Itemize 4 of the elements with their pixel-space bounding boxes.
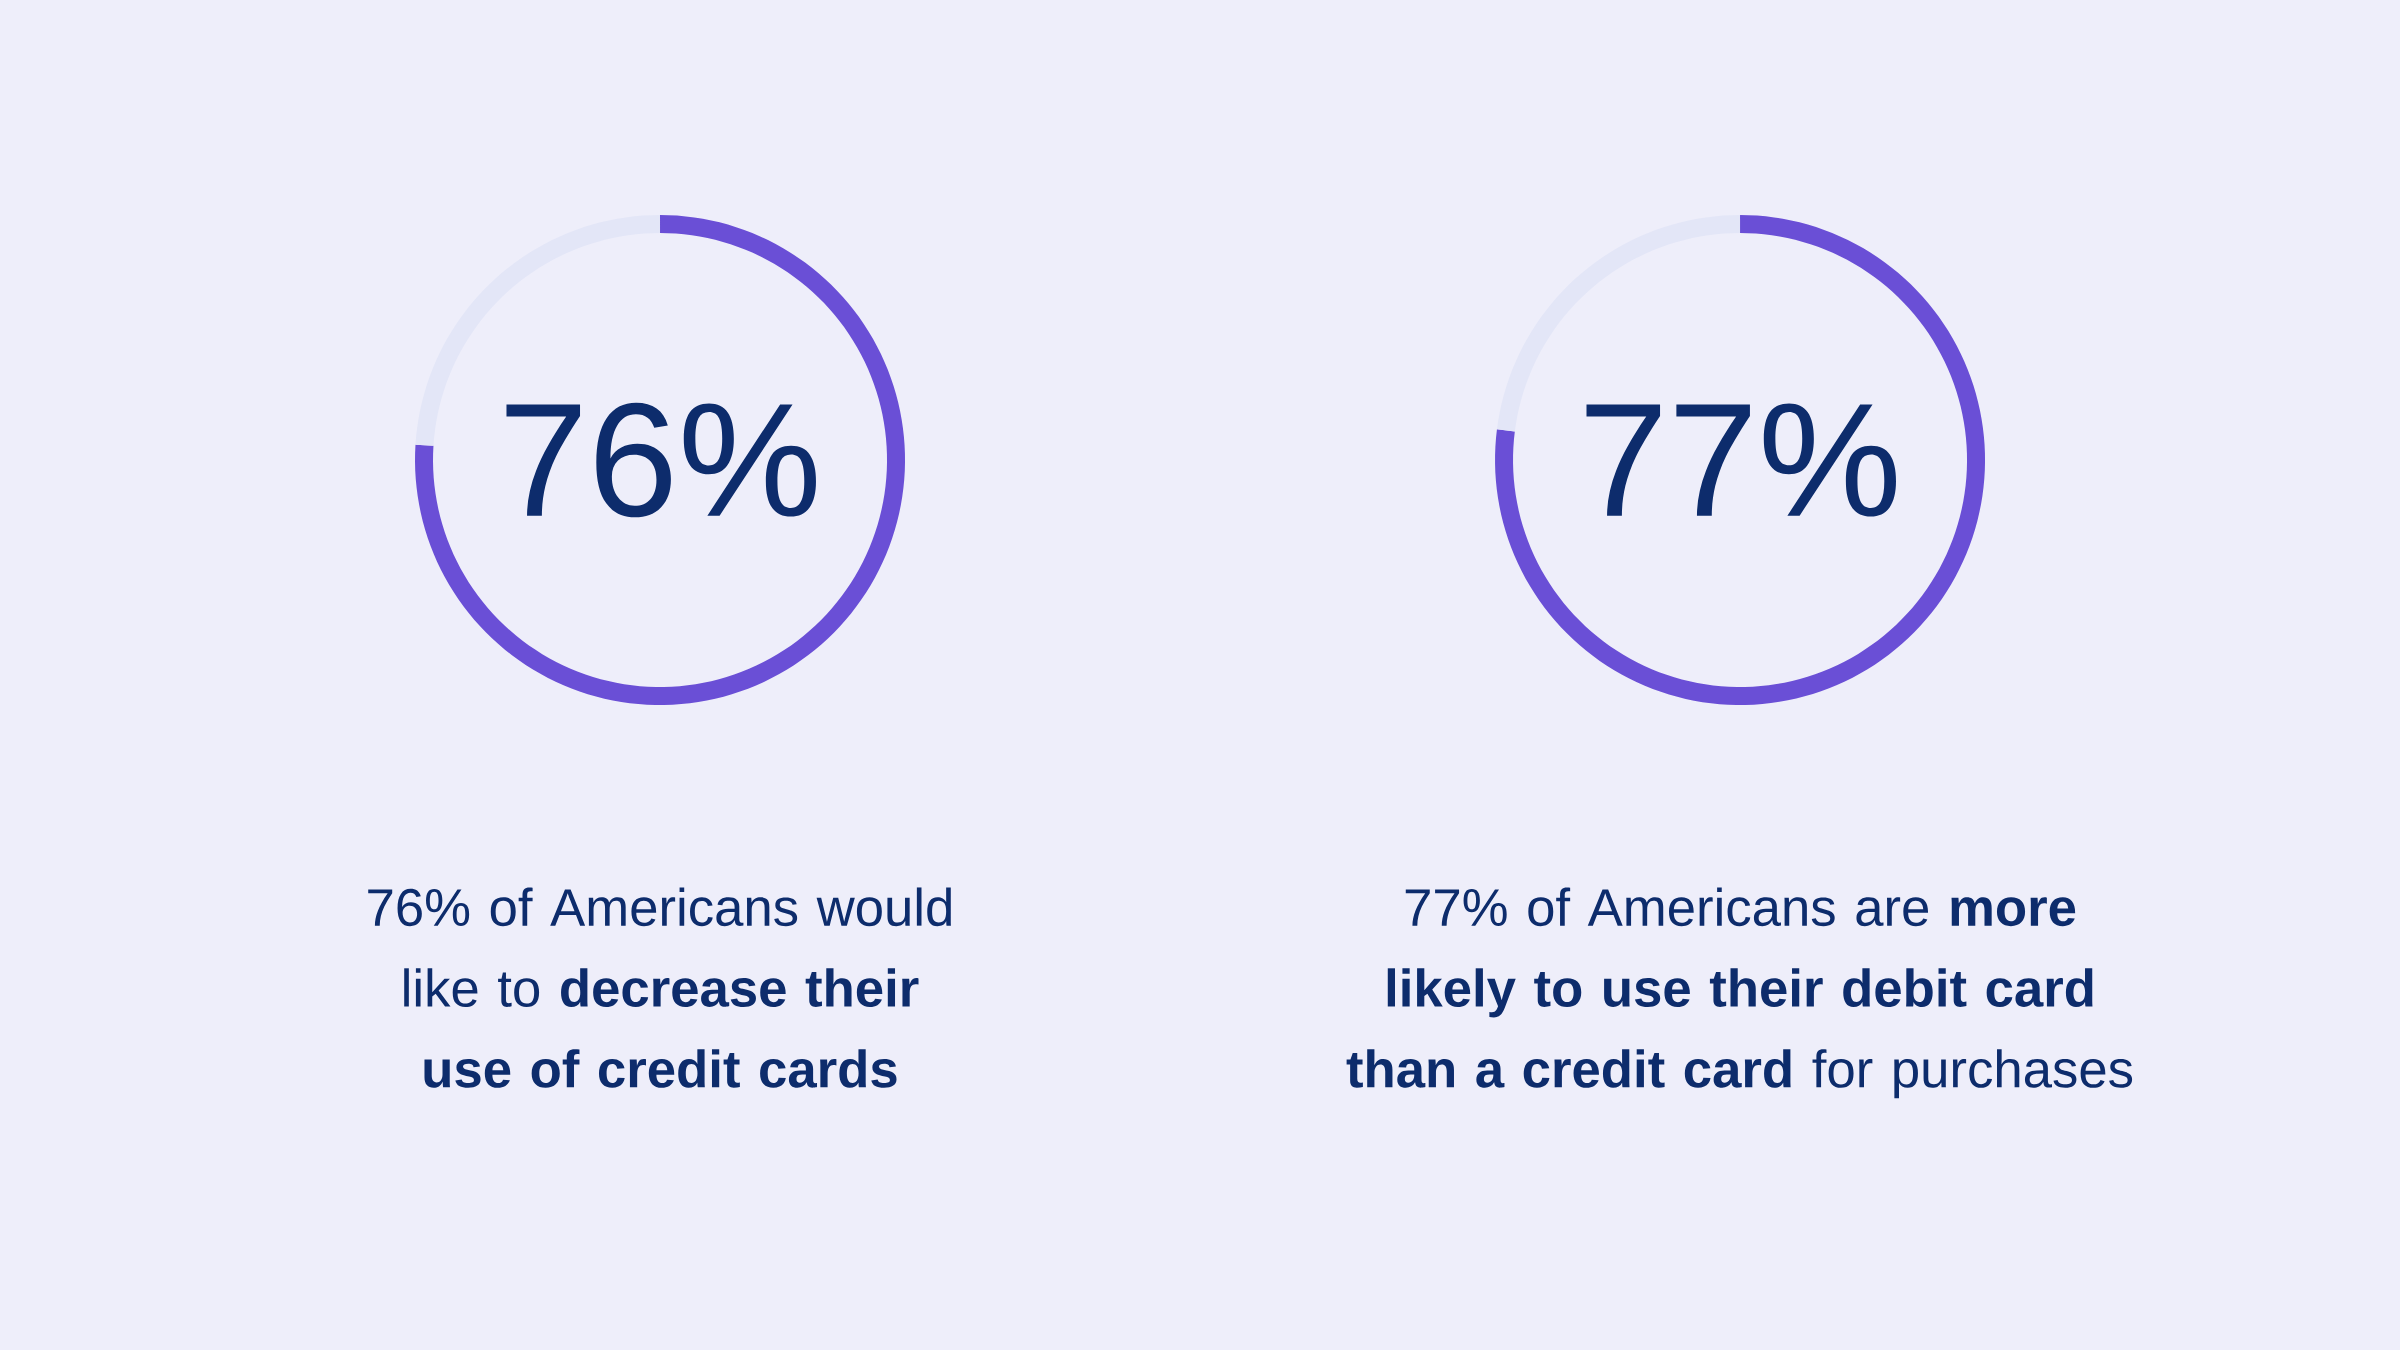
- text: 77%: [1586, 403, 1896, 517]
- text: 76%: [506, 402, 816, 518]
- text: 76% of Americans would like to decrease their use of credit cards: [368, 887, 951, 1088]
- text: 77% of Americans are more likely to use their debit card than a credit card for purchases: [1346, 887, 2133, 1099]
